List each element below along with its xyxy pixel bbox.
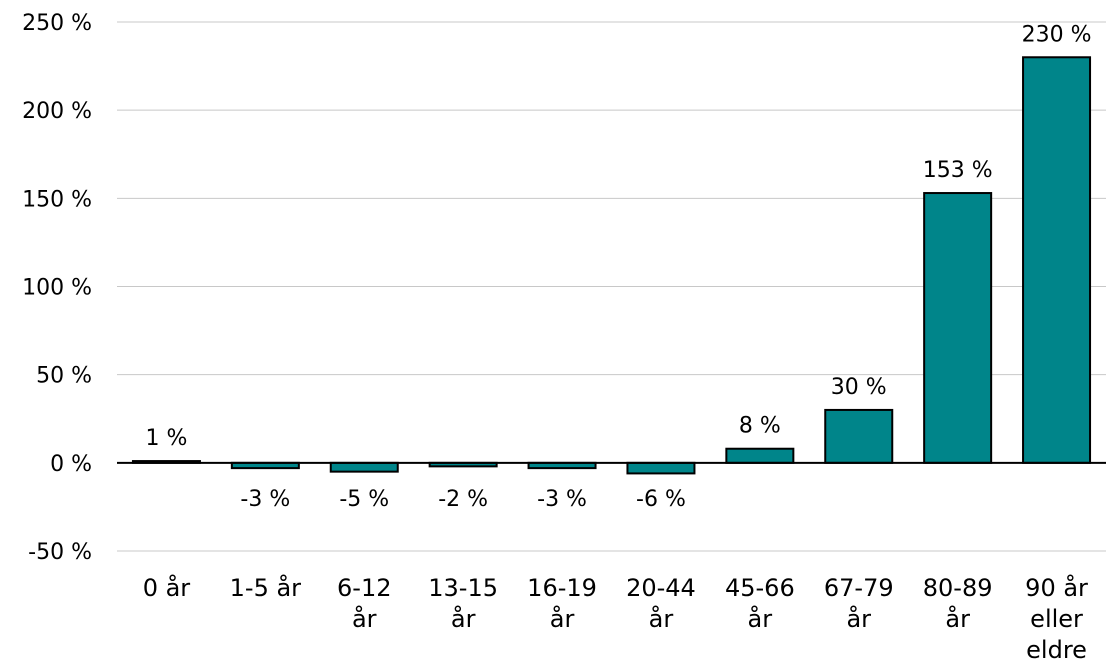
category-label: 1-5 år (230, 573, 302, 602)
bar (725, 447, 795, 464)
bars (131, 56, 1092, 475)
data-labels: 1 % -3 % -5 % -2 % -3 % -6 % 8 % 30 % 153 % 230 % (145, 22, 1091, 512)
bar (824, 408, 894, 464)
data-label: -2 % (438, 487, 488, 512)
category-label: 90 år eller eldre (1025, 573, 1088, 664)
category-label: 80-89 år (923, 574, 993, 633)
data-label: 8 % (739, 414, 781, 439)
y-tick-label: 100 % (22, 276, 92, 301)
data-label: 230 % (1022, 22, 1092, 47)
x-axis-category-labels: 0 år 1-5 år 6-12 år 13-15 år 16-19 år 20-44 år 45-… (143, 573, 1088, 664)
bar (923, 192, 993, 464)
category-label: 13-15 år (428, 574, 498, 633)
y-axis-tick-labels: 250 % 200 % 150 % 100 % 50 % 0 % -50 % (22, 11, 92, 565)
y-tick-label: 50 % (36, 364, 92, 389)
data-label: -3 % (240, 487, 290, 512)
gridlines (117, 21, 1106, 552)
y-tick-label: 200 % (22, 99, 92, 124)
data-label: 153 % (923, 158, 993, 183)
y-tick-label: -50 % (28, 540, 92, 565)
category-label: 67-79 år (824, 574, 894, 633)
data-label: -5 % (339, 487, 389, 512)
y-tick-label: 0 % (50, 452, 92, 477)
data-label: -6 % (636, 487, 686, 512)
data-label: 30 % (831, 375, 887, 400)
category-label: 6-12 år (337, 574, 391, 633)
bar (329, 461, 399, 473)
bar (626, 461, 696, 475)
category-label: 45-66 år (725, 574, 795, 633)
data-label: 1 % (145, 426, 187, 451)
data-label: -3 % (537, 487, 587, 512)
y-tick-label: 250 % (22, 11, 92, 36)
category-label: 16-19 år (527, 574, 597, 633)
bar (1022, 56, 1092, 464)
y-tick-label: 150 % (22, 187, 92, 212)
category-label: 20-44 år (626, 574, 696, 633)
category-label: 0 år (143, 573, 191, 602)
